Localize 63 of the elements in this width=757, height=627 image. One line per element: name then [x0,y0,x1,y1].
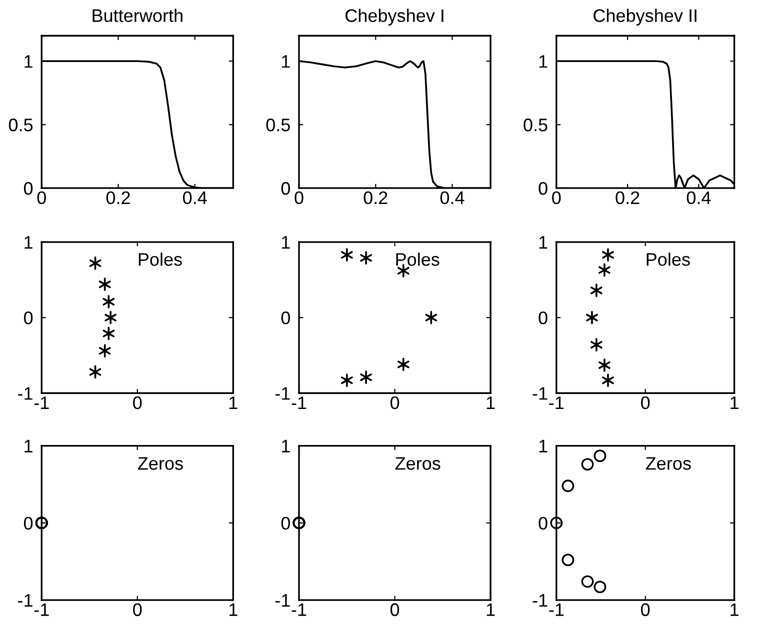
y-tick-label: -1 [18,387,32,400]
y-tick-label: 1 [539,55,548,68]
annotation: Poles [138,252,182,266]
x-tick-label: -1 [292,603,306,616]
x-tick-label: 0 [390,396,400,410]
y-tick-label: 0 [24,312,33,324]
x-tick-label: 0 [390,603,400,616]
y-tick-label: 1 [539,440,548,452]
x-tick-label: 0.2 [364,191,388,204]
y-tick-label: 0 [281,312,290,324]
chart-title: Chebyshev I [346,8,444,26]
y-tick-label: -1 [532,594,548,607]
y-tick-label: 0 [24,516,33,530]
annotation: Poles [396,252,440,266]
x-tick-label: 0 [641,603,650,616]
x-tick-label: 0.4 [440,191,464,204]
y-tick-label: 0.5 [8,118,33,132]
x-tick-label: 1 [730,603,738,616]
y-tick-label: -1 [532,387,548,400]
x-tick-label: 0 [37,191,46,204]
annotation: Zeros [395,457,440,470]
x-tick-label: 0 [133,396,142,410]
x-tick-label: -1 [549,603,564,616]
y-tick-label: -1 [18,594,32,607]
x-tick-label: -1 [292,396,306,409]
x-tick-label: 1 [486,396,495,409]
x-tick-label: -1 [549,396,564,409]
y-tick-label: -1 [275,594,290,607]
y-tick-label: 1 [24,440,32,452]
x-tick-label: 0.4 [686,191,711,204]
annotation: Zeros [646,457,691,470]
x-tick-label: 0.2 [106,191,130,204]
annotation: Zeros [138,457,183,470]
x-tick-label: 1 [730,396,738,409]
y-tick-label: 1 [24,55,32,68]
x-tick-label: 0.2 [616,191,640,204]
x-tick-label: 1 [230,603,238,616]
y-tick-label: 0 [538,312,548,324]
y-tick-label: 0 [538,182,548,195]
y-tick-label: 1 [282,236,290,249]
y-tick-label: -1 [275,387,290,400]
chart-title: Butterworth [92,8,182,22]
y-tick-label: 0.5 [266,118,290,132]
chart-title: Chebyshev II [594,8,696,26]
y-tick-label: 0 [538,516,548,530]
x-tick-label: -1 [34,603,49,616]
x-tick-label: 0 [641,396,650,410]
y-tick-label: 0.5 [524,118,548,132]
y-tick-label: 0 [281,182,290,195]
y-tick-label: 1 [282,55,290,68]
y-tick-label: 1 [24,236,32,249]
annotation: Poles [646,252,690,266]
y-tick-label: 1 [539,236,548,249]
x-tick-label: -1 [34,396,49,409]
x-tick-label: 0.4 [183,191,207,204]
x-tick-label: 0 [133,603,142,616]
x-tick-label: 1 [486,603,495,616]
y-tick-label: 0 [24,182,33,195]
x-tick-label: 0 [294,191,304,204]
y-tick-label: 1 [282,440,290,452]
x-tick-label: 1 [230,396,238,409]
x-tick-label: 0 [552,191,561,204]
y-tick-label: 0 [281,516,290,530]
